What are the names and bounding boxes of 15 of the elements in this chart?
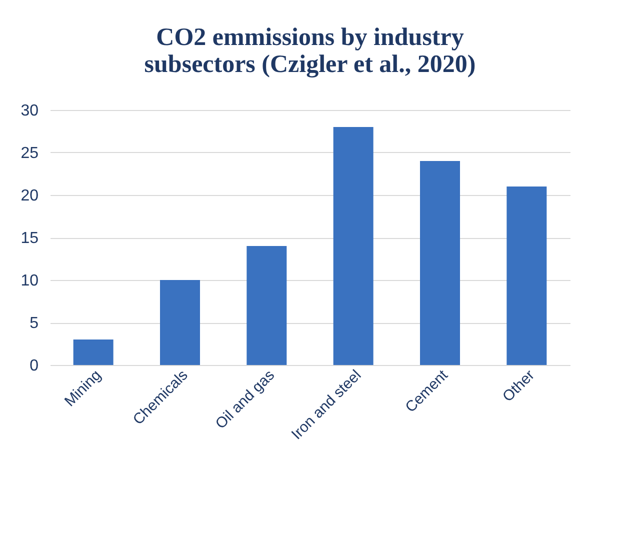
bar xyxy=(333,127,374,365)
chart-title: CO2 emmissions by industry subsectors (Czigler et al., 2020) xyxy=(144,24,476,78)
y-tick-label: 20 xyxy=(20,188,39,204)
y-tick-label: 15 xyxy=(20,230,39,247)
bar xyxy=(506,186,547,365)
y-tick-label: 25 xyxy=(20,145,39,162)
y-tick-label: 10 xyxy=(20,272,39,290)
bar xyxy=(73,340,114,365)
x-tick-label: Oil and gas xyxy=(212,366,278,432)
y-tick-label: 5 xyxy=(30,315,39,332)
bar xyxy=(420,161,460,365)
y-tick-label: 0 xyxy=(30,358,39,374)
y-tick-label: 30 xyxy=(20,102,39,120)
bar xyxy=(246,246,287,365)
bar xyxy=(160,280,200,365)
